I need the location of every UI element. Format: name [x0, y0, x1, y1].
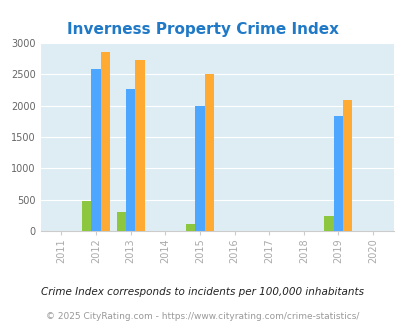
- Bar: [342, 100, 352, 231]
- Text: Crime Index corresponds to incidents per 100,000 inhabitants: Crime Index corresponds to incidents per…: [41, 287, 364, 297]
- Bar: [185, 224, 195, 231]
- Bar: [116, 212, 126, 231]
- Bar: [195, 106, 204, 231]
- Bar: [333, 115, 342, 231]
- Text: © 2025 CityRating.com - https://www.cityrating.com/crime-statistics/: © 2025 CityRating.com - https://www.city…: [46, 312, 359, 321]
- Bar: [126, 89, 135, 231]
- Bar: [204, 74, 213, 231]
- Text: Inverness Property Crime Index: Inverness Property Crime Index: [67, 22, 338, 37]
- Bar: [135, 60, 144, 231]
- Bar: [324, 215, 333, 231]
- Bar: [91, 69, 100, 231]
- Bar: [100, 52, 110, 231]
- Bar: [82, 201, 91, 231]
